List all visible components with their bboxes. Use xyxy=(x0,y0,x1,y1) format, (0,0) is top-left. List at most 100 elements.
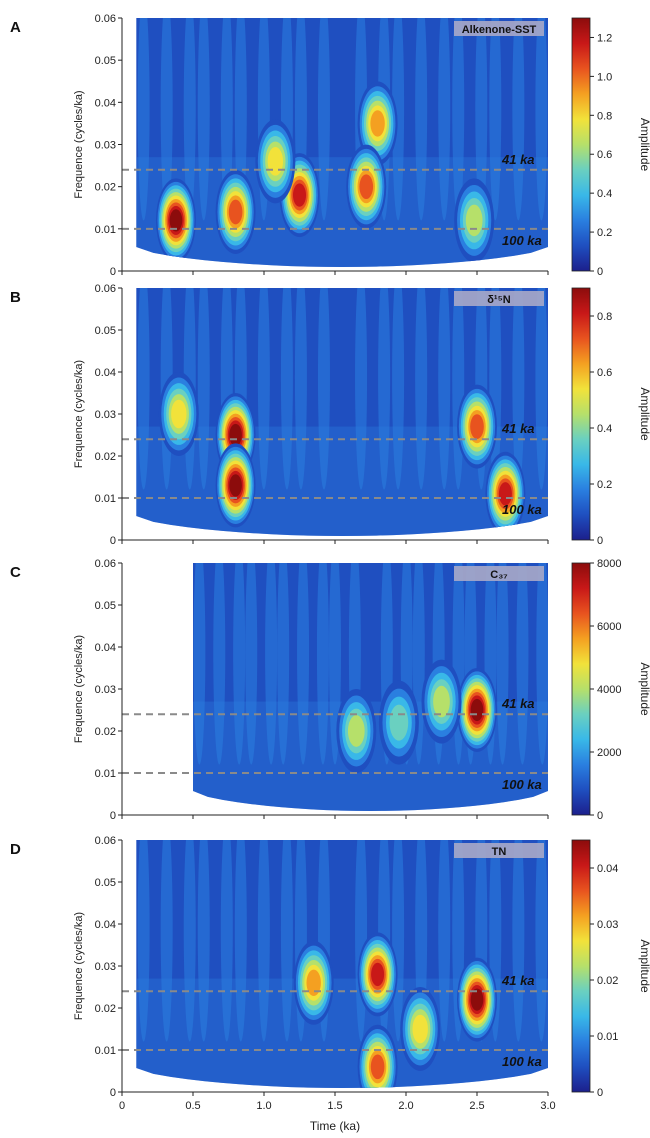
panel-letter: A xyxy=(10,19,21,36)
y-tick-label: 0.01 xyxy=(95,493,116,505)
heatmap-texture xyxy=(197,18,210,221)
panel-c: C 41 ka 100 ka C₃₇ 0 0.01 0.02 0.03 0.04 0.05 0.06… xyxy=(10,558,650,822)
colorbar-tick-label: 0.4 xyxy=(597,188,612,200)
heatmap-field xyxy=(136,18,548,267)
colorbar-gradient xyxy=(571,839,591,1093)
heatmap-texture xyxy=(496,563,509,765)
panel-letter: B xyxy=(10,289,21,306)
colorbar-tick-label: 1.0 xyxy=(597,71,612,83)
heatmap-texture xyxy=(220,840,233,1042)
heatmap-peak xyxy=(412,1014,428,1044)
heatmap-texture xyxy=(294,288,307,490)
heatmap-texture xyxy=(329,563,341,765)
heatmap-peak xyxy=(306,969,321,996)
y-tick-label: 0.05 xyxy=(95,600,116,612)
y-tick-label: 0.03 xyxy=(95,140,116,152)
heatmap-texture xyxy=(535,18,548,221)
panel-letter: C xyxy=(10,564,21,581)
colorbar-tick-label: 2000 xyxy=(597,747,621,759)
colorbar-gradient xyxy=(571,562,591,816)
x-tick-label: 2.0 xyxy=(398,1100,413,1112)
panel-b: B 41 ka 100 ka δ¹⁵N 0 0.01 0.02 0.03 0.04 0.05 0.0… xyxy=(10,283,650,547)
colorbar: 0 0.2 0.4 0.6 0.8 Amplitude xyxy=(571,287,650,547)
heatmap-peak xyxy=(371,962,385,987)
heatmap-peak xyxy=(292,183,307,207)
heatmap-texture xyxy=(392,288,405,490)
heatmap-peak xyxy=(229,423,242,447)
colorbar-label: Amplitude xyxy=(638,387,650,441)
y-tick-label: 0.04 xyxy=(95,367,116,379)
heatmap-peak xyxy=(470,698,484,722)
heatmap-texture xyxy=(183,840,196,1042)
heatmap-peak xyxy=(347,715,365,747)
heatmap-texture xyxy=(280,840,293,1042)
y-tick-label: 0.03 xyxy=(95,961,116,973)
heatmap-texture xyxy=(415,840,428,1042)
reference-line-label: 41 ka xyxy=(501,973,535,988)
series-title: C₃₇ xyxy=(490,569,507,581)
title-box-background xyxy=(454,21,544,36)
y-tick-label: 0.02 xyxy=(95,1003,116,1015)
heatmap-texture xyxy=(438,288,451,490)
heatmap-texture xyxy=(489,18,502,221)
y-tick-label: 0.06 xyxy=(95,835,116,847)
heatmap-texture xyxy=(512,288,525,490)
heatmap-texture xyxy=(257,840,270,1042)
series-title: TN xyxy=(492,846,507,858)
heatmap-texture xyxy=(233,563,246,765)
heatmap-texture xyxy=(317,18,330,221)
colorbar-tick-label: 6000 xyxy=(597,621,621,633)
series-title-box: TN xyxy=(454,843,544,858)
y-tick-label: 0 xyxy=(110,1087,116,1099)
colorbar-gradient xyxy=(571,287,591,541)
colorbar-tick-label: 0.04 xyxy=(597,863,618,875)
colorbar-tick-label: 0.03 xyxy=(597,919,618,931)
y-tick-label: 0.03 xyxy=(95,684,116,696)
y-tick-label: 0.01 xyxy=(95,1045,116,1057)
heatmap-texture xyxy=(378,288,391,490)
heatmap-texture xyxy=(234,18,247,221)
panel-d: D 41 ka 100 ka TN 0 0.01 0.02 0.03 0.04 0.05 0.06 0… xyxy=(10,835,650,1112)
heatmap-texture xyxy=(137,288,150,490)
reference-line-label: 41 ka xyxy=(501,152,535,167)
heatmap-peak xyxy=(267,147,284,176)
x-tick-label: 2.5 xyxy=(469,1100,484,1112)
y-tick-label: 0.04 xyxy=(95,919,116,931)
y-tick-label: 0 xyxy=(110,535,116,547)
heatmap-texture xyxy=(512,840,525,1042)
reference-line-label: 41 ka xyxy=(501,421,535,436)
y-axis-label: Frequence (cycles/ka) xyxy=(73,90,85,198)
heatmap-texture xyxy=(392,18,405,221)
series-title: δ¹⁵N xyxy=(487,294,511,306)
y-axis-label: Frequence (cycles/ka) xyxy=(73,635,85,743)
heatmap-texture xyxy=(438,18,451,221)
heatmap-texture xyxy=(160,18,173,221)
colorbar-tick-label: 0 xyxy=(597,535,603,547)
heatmap-texture xyxy=(193,563,206,765)
colorbar-tick-label: 0.6 xyxy=(597,149,612,161)
heatmap-peak xyxy=(228,199,243,225)
heatmap-peak xyxy=(370,1054,385,1080)
series-title: Alkenone-SST xyxy=(462,24,537,36)
y-tick-label: 0.04 xyxy=(95,642,116,654)
colorbar: 0 0.01 0.02 0.03 0.04 Amplitude xyxy=(571,839,650,1099)
y-tick-label: 0 xyxy=(110,266,116,278)
colorbar-label: Amplitude xyxy=(638,662,650,716)
heatmap-peak xyxy=(470,414,484,439)
heatmap-peak xyxy=(498,482,512,506)
x-tick-label: 1.5 xyxy=(327,1100,342,1112)
heatmap-peak xyxy=(470,988,484,1011)
colorbar-tick-label: 0 xyxy=(597,1087,603,1099)
y-tick-label: 0.01 xyxy=(95,224,116,236)
reference-line-label: 100 ka xyxy=(502,777,542,792)
heatmap-texture xyxy=(535,288,548,490)
heatmap-texture xyxy=(213,563,226,765)
heatmap-peak xyxy=(465,204,483,237)
x-tick-label: 0 xyxy=(119,1100,125,1112)
heatmap-texture xyxy=(234,840,247,1042)
y-tick-label: 0.05 xyxy=(95,877,116,889)
heatmap-texture xyxy=(197,288,210,490)
y-tick-label: 0.06 xyxy=(95,13,116,25)
colorbar-tick-label: 0.6 xyxy=(597,367,612,379)
